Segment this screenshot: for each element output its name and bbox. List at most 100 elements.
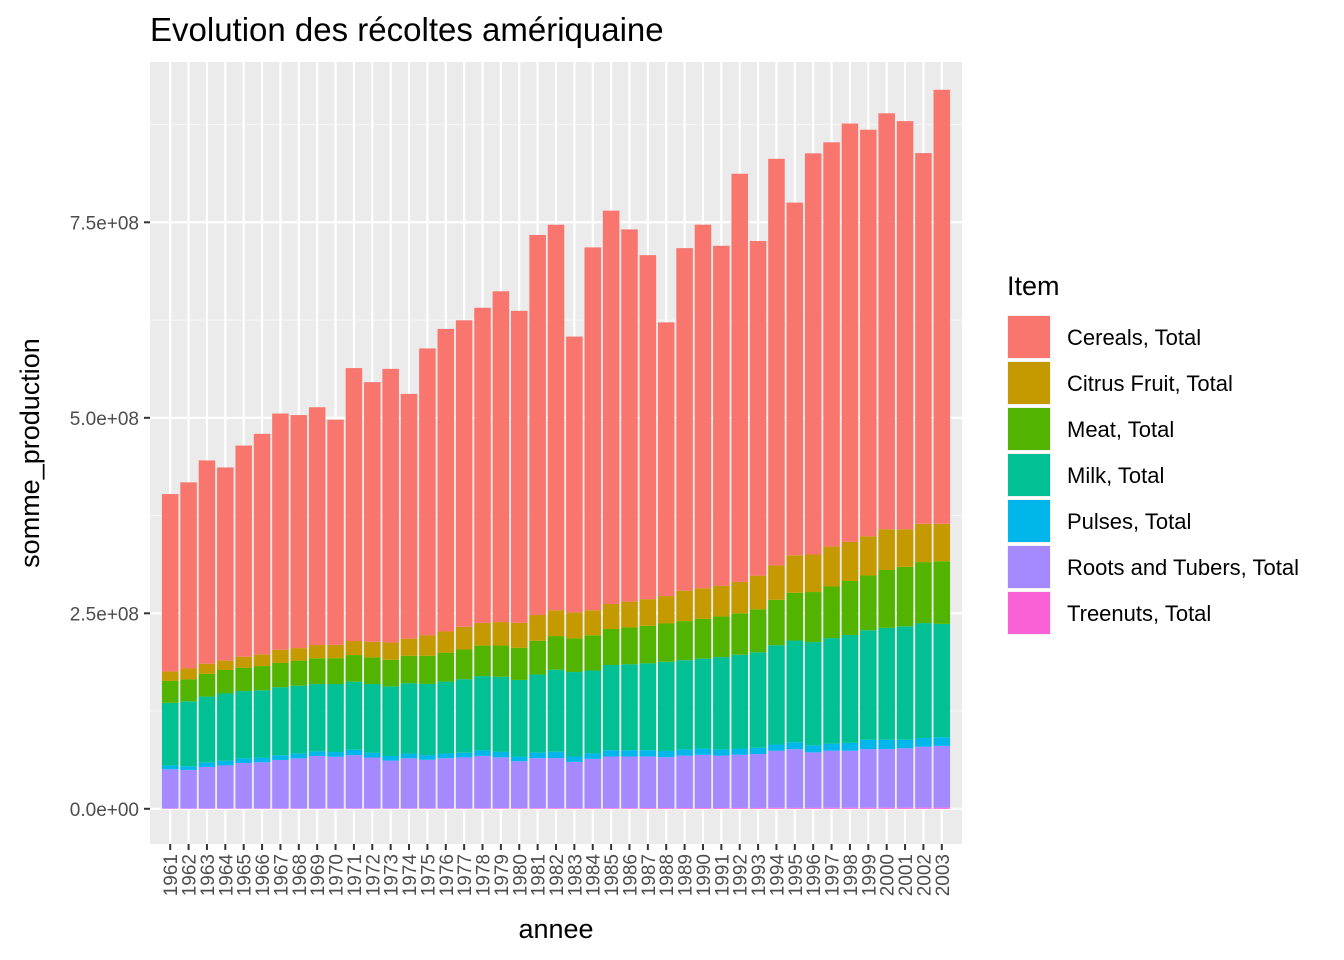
x-tick-label: 1977	[455, 854, 476, 896]
bar-pulses-total-1984	[584, 753, 602, 759]
bar-milk-total-1989	[676, 660, 693, 750]
bar-cereals-total-1981	[529, 234, 546, 616]
bar-treenuts-total-1982	[547, 808, 565, 809]
bar-milk-total-1970	[327, 684, 344, 753]
legend-swatch-citrus-fruit-total	[1008, 362, 1050, 404]
bar-milk-total-1994	[768, 645, 785, 745]
bar-treenuts-total-1998	[841, 807, 859, 809]
bar-roots-and-tubers-total-1986	[621, 756, 638, 809]
bar-cereals-total-1986	[621, 229, 638, 602]
bar-milk-total-1997	[823, 638, 840, 744]
x-tick-label: 1976	[437, 854, 458, 896]
y-tick-label: 2.5e+08	[70, 604, 139, 625]
bar-cereals-total-2002	[915, 153, 932, 524]
bar-milk-total-1969	[308, 684, 326, 752]
bar-pulses-total-1992	[731, 748, 748, 755]
x-axis: 1961196219631964196519661967196819691970…	[161, 844, 954, 896]
x-tick-label: 1961	[161, 854, 182, 896]
bar-roots-and-tubers-total-1999	[860, 749, 877, 808]
bar-milk-total-1971	[345, 681, 363, 750]
legend: Item Cereals, Total Citrus Fruit, Total Me…	[1007, 271, 1299, 635]
bar-milk-total-1993	[749, 652, 767, 748]
bar-treenuts-total-1988	[657, 808, 675, 809]
bar-citrus-fruit-total-1998	[841, 541, 859, 582]
bar-roots-and-tubers-total-1964	[217, 765, 234, 809]
bar-treenuts-total-1983	[566, 808, 583, 809]
bar-citrus-fruit-total-1978	[474, 622, 491, 646]
bar-roots-and-tubers-total-1977	[455, 757, 473, 809]
bar-meat-total-1986	[621, 627, 638, 665]
bar-pulses-total-1978	[474, 750, 491, 756]
bar-meat-total-1987	[639, 625, 657, 664]
bar-pulses-total-1985	[602, 750, 620, 757]
bar-pulses-total-1998	[841, 742, 859, 751]
bar-milk-total-1983	[566, 672, 583, 757]
bar-milk-total-1995	[786, 640, 804, 743]
bar-pulses-total-1973	[382, 755, 399, 761]
bar-meat-total-1998	[841, 581, 859, 635]
bar-cereals-total-1997	[823, 142, 840, 547]
bar-treenuts-total-1995	[786, 807, 804, 809]
bar-citrus-fruit-total-1981	[529, 615, 546, 641]
bar-roots-and-tubers-total-1974	[400, 758, 418, 809]
bar-citrus-fruit-total-1980	[510, 622, 528, 648]
bar-meat-total-1993	[749, 609, 767, 653]
bar-cereals-total-1969	[308, 407, 326, 645]
bar-roots-and-tubers-total-1992	[731, 754, 748, 808]
x-tick-label: 1988	[657, 854, 678, 896]
bar-roots-and-tubers-total-1983	[566, 761, 583, 809]
bar-roots-and-tubers-total-1966	[253, 762, 271, 809]
x-tick-label: 1997	[823, 854, 844, 896]
x-tick-label: 1965	[235, 854, 256, 896]
bar-cereals-total-1976	[437, 328, 455, 632]
bar-roots-and-tubers-total-1962	[180, 770, 197, 809]
bar-meat-total-1970	[327, 658, 344, 685]
bar-roots-and-tubers-total-1975	[419, 759, 436, 809]
bar-citrus-fruit-total-1997	[823, 546, 840, 587]
bar-milk-total-2003	[933, 623, 951, 738]
bar-citrus-fruit-total-1976	[437, 631, 455, 653]
bar-citrus-fruit-total-1993	[749, 575, 767, 610]
bar-roots-and-tubers-total-1995	[786, 749, 804, 808]
bar-citrus-fruit-total-1971	[345, 640, 363, 656]
bar-milk-total-1986	[621, 664, 638, 751]
bar-cereals-total-1978	[474, 307, 491, 623]
bar-treenuts-total-1981	[529, 808, 546, 809]
bar-meat-total-1961	[161, 680, 179, 703]
bar-pulses-total-1991	[713, 749, 730, 756]
x-tick-label: 1967	[271, 854, 292, 896]
bar-treenuts-total-1999	[860, 807, 877, 809]
bar-milk-total-1985	[602, 665, 620, 751]
legend-swatch-meat-total	[1008, 408, 1050, 450]
bar-treenuts-total-1985	[602, 808, 620, 809]
legend-label-cereals-total: Cereals, Total	[1067, 325, 1201, 350]
bar-milk-total-1984	[584, 670, 602, 754]
bar-roots-and-tubers-total-1987	[639, 756, 657, 809]
bar-milk-total-1981	[529, 674, 546, 753]
bar-milk-total-1972	[364, 684, 381, 753]
bar-cereals-total-1977	[455, 320, 473, 627]
bar-treenuts-total-1996	[804, 807, 822, 809]
bar-milk-total-1991	[713, 657, 730, 750]
bar-milk-total-1965	[235, 691, 252, 759]
bar-meat-total-2000	[878, 569, 895, 628]
x-axis-title: annee	[518, 914, 593, 944]
bar-citrus-fruit-total-1995	[786, 555, 804, 593]
bar-roots-and-tubers-total-1993	[749, 753, 767, 808]
bar-milk-total-1964	[217, 693, 234, 761]
bar-meat-total-1980	[510, 647, 528, 680]
bar-citrus-fruit-total-1975	[419, 635, 436, 656]
bar-citrus-fruit-total-1994	[768, 565, 785, 600]
bar-meat-total-1978	[474, 645, 491, 677]
bar-cereals-total-2003	[933, 89, 951, 524]
bar-treenuts-total-1986	[621, 808, 638, 809]
bar-treenuts-total-1987	[639, 808, 657, 809]
bar-citrus-fruit-total-1996	[804, 554, 822, 593]
bar-cereals-total-1990	[694, 224, 712, 589]
bar-roots-and-tubers-total-1994	[768, 750, 785, 808]
bar-pulses-total-1993	[749, 747, 767, 754]
bar-pulses-total-1995	[786, 742, 804, 750]
bar-pulses-total-1980	[510, 756, 528, 762]
bar-meat-total-1979	[492, 645, 510, 677]
